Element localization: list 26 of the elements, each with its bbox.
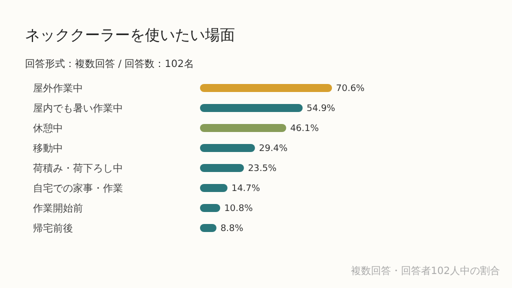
bar bbox=[200, 124, 286, 132]
bar bbox=[200, 204, 220, 212]
data-label: 70.6% bbox=[336, 84, 366, 94]
data-label: 23.5% bbox=[248, 164, 277, 174]
data-label: 29.4% bbox=[258, 144, 288, 154]
y-tick-label: 屋内でも暑い作業中 bbox=[33, 102, 123, 114]
data-label: 46.1% bbox=[290, 124, 320, 134]
y-tick-label: 移動中 bbox=[33, 142, 63, 154]
y-tick-label: 休憩中 bbox=[33, 122, 63, 134]
data-label: 14.7% bbox=[231, 184, 261, 194]
data-label: 8.8% bbox=[220, 224, 244, 234]
text: 複数回答・回答者102人中の割合 bbox=[350, 265, 500, 277]
chart-title: ネッククーラーを使いたい場面 bbox=[25, 26, 235, 44]
data-label: 10.8% bbox=[224, 204, 254, 214]
bar bbox=[200, 184, 228, 192]
bar bbox=[200, 144, 255, 152]
bar bbox=[200, 84, 332, 92]
y-tick-label: 帰宅前後 bbox=[33, 222, 73, 234]
data-label: 54.9% bbox=[306, 104, 336, 114]
bar bbox=[200, 164, 244, 172]
bar bbox=[200, 104, 303, 112]
y-tick-label: 自宅での家事・作業 bbox=[33, 182, 123, 194]
y-tick-label: 屋外作業中 bbox=[33, 82, 83, 94]
y-tick-label: 荷積み・荷下ろし中 bbox=[33, 162, 123, 174]
text: 回答形式：複数回答 / 回答数：102名 bbox=[25, 58, 194, 70]
y-tick-label: 作業開始前 bbox=[32, 202, 83, 214]
